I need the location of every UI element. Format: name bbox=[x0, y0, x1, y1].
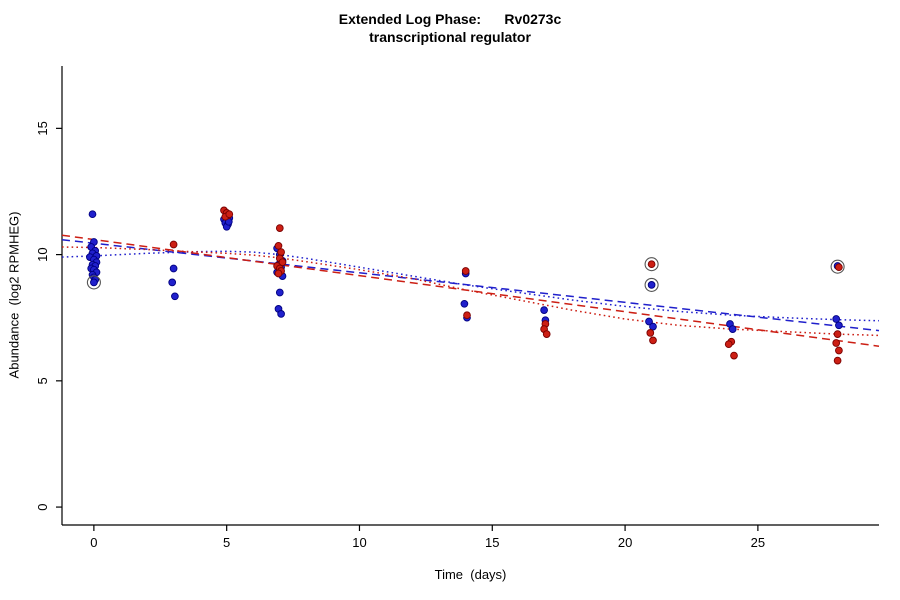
data-point bbox=[646, 329, 655, 337]
data-point bbox=[463, 311, 471, 320]
outlier-ring bbox=[644, 277, 659, 292]
x-tick-label: 0 bbox=[90, 535, 97, 550]
data-point bbox=[832, 315, 841, 323]
data-point bbox=[645, 317, 653, 326]
data-point bbox=[88, 210, 97, 219]
y-tick-label: 15 bbox=[35, 121, 50, 135]
data-point bbox=[728, 325, 737, 333]
outlier-ring bbox=[644, 257, 659, 272]
red-dashed-fit bbox=[61, 234, 880, 347]
data-point bbox=[169, 240, 178, 249]
data-point bbox=[649, 322, 657, 331]
chart-subtitle: transcriptional regulator bbox=[369, 29, 531, 45]
data-point bbox=[833, 330, 842, 338]
blue-dashed-fit bbox=[61, 238, 880, 332]
data-point bbox=[90, 278, 98, 287]
x-tick-label: 25 bbox=[751, 535, 765, 550]
red-points bbox=[169, 206, 843, 365]
data-point bbox=[277, 248, 285, 256]
data-point bbox=[832, 339, 841, 347]
x-tick-label: 20 bbox=[618, 535, 632, 550]
axes: 0 5 10 15 20 25 0 5 10 15 bbox=[35, 66, 879, 550]
data-point bbox=[724, 340, 733, 349]
data-point bbox=[647, 281, 656, 289]
data-point bbox=[833, 356, 842, 365]
data-point bbox=[171, 292, 179, 301]
data-point bbox=[274, 269, 283, 278]
data-point bbox=[460, 299, 469, 308]
x-tick-label: 15 bbox=[485, 535, 499, 550]
data-point bbox=[169, 264, 178, 273]
data-point bbox=[278, 258, 287, 267]
data-point bbox=[275, 288, 284, 297]
data-point bbox=[835, 321, 843, 330]
data-point bbox=[542, 330, 551, 338]
outlier-markers bbox=[86, 257, 845, 292]
data-point bbox=[274, 241, 283, 250]
x-axis-label: Time (days) bbox=[434, 567, 507, 582]
data-point bbox=[835, 263, 843, 272]
data-point bbox=[168, 278, 177, 287]
data-point bbox=[647, 260, 656, 269]
data-point bbox=[277, 310, 285, 318]
blue-dotted-fit bbox=[61, 250, 880, 322]
y-tick-label: 0 bbox=[35, 503, 50, 510]
data-point bbox=[540, 306, 548, 314]
data-point bbox=[225, 210, 234, 219]
trend-lines bbox=[61, 234, 880, 347]
chart-title: Extended Log Phase: Rv0273c bbox=[338, 11, 562, 27]
x-tick-label: 10 bbox=[352, 535, 366, 550]
data-point bbox=[649, 336, 657, 345]
y-axis-label: Abundance (log2 RPMHEG) bbox=[6, 211, 22, 379]
outlier-ring bbox=[86, 275, 101, 290]
outlier-ring bbox=[830, 259, 845, 274]
y-tick-label: 5 bbox=[35, 377, 50, 384]
y-tick-label: 10 bbox=[35, 247, 50, 261]
data-point bbox=[835, 346, 843, 355]
data-point bbox=[461, 267, 470, 275]
data-point bbox=[275, 224, 284, 232]
x-tick-label: 5 bbox=[223, 535, 230, 550]
red-dotted-fit bbox=[61, 246, 880, 337]
data-point bbox=[730, 351, 738, 360]
